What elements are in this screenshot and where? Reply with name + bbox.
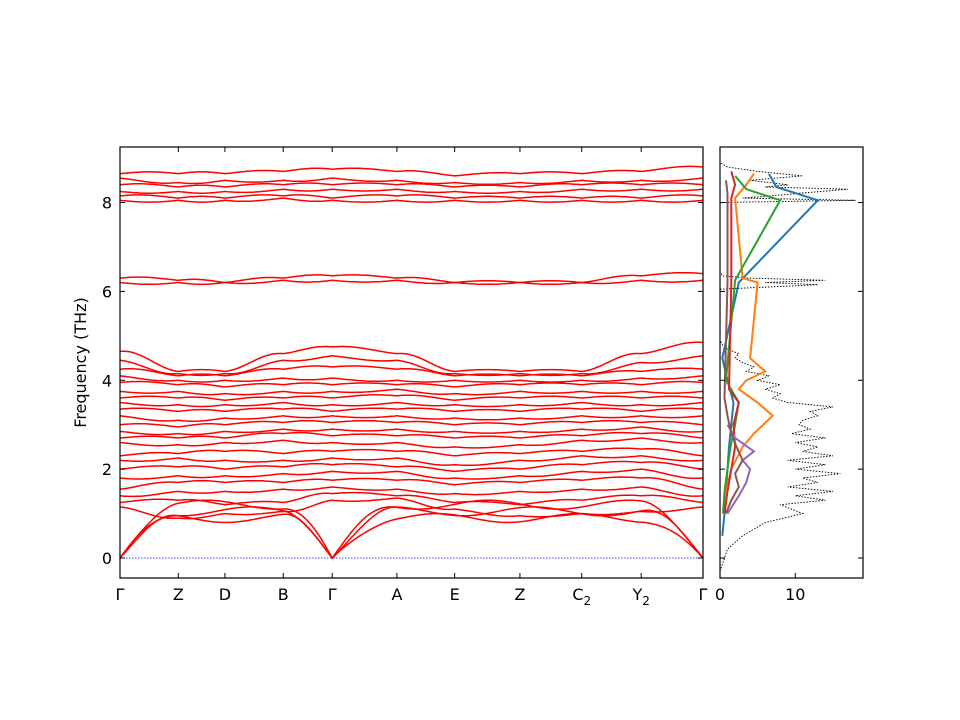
band-plot-ticks: 0 2 4 6 8 Γ Z D B Γ A E Z C2 Y2 Γ <box>102 147 708 608</box>
path-label: B <box>278 585 289 604</box>
path-label: Z <box>514 585 525 604</box>
band-line <box>119 407 704 413</box>
band-line <box>119 437 704 449</box>
band-line <box>119 380 704 388</box>
band-line <box>119 460 704 473</box>
band-line <box>119 419 704 428</box>
acoustic-branch <box>119 512 704 560</box>
band-line <box>119 497 704 520</box>
dos-x-tick-label: 10 <box>785 585 805 604</box>
band-line <box>119 401 704 408</box>
dos-plot-frame <box>719 146 864 579</box>
band-line <box>119 415 704 422</box>
projected-dos-line <box>723 180 744 514</box>
band-line <box>119 491 704 506</box>
band-line <box>119 194 704 199</box>
projected-dos-line <box>722 173 775 514</box>
dos-x-tick-label: 0 <box>715 585 725 604</box>
band-line <box>119 341 704 373</box>
band-line <box>119 426 704 436</box>
acoustic-branch <box>119 499 704 560</box>
band-line <box>119 271 704 284</box>
density-of-states-plot: 0 10 <box>715 146 864 604</box>
path-label: Z <box>173 585 184 604</box>
y-tick-label: 8 <box>102 194 112 213</box>
band-line <box>119 447 704 457</box>
band-line <box>119 165 704 177</box>
projected-dos-line <box>726 424 756 515</box>
band-line <box>119 197 704 203</box>
path-label: Γ <box>699 585 708 604</box>
dos-lines <box>719 162 856 572</box>
band-line <box>119 375 704 383</box>
band-line <box>119 177 704 186</box>
total-dos-line <box>719 162 856 572</box>
band-line <box>119 182 704 188</box>
path-label: A <box>391 585 402 604</box>
band-structure-plot: 0 2 4 6 8 Γ Z D B Γ A E Z C2 Y2 Γ Frequency (THz) <box>71 146 708 608</box>
path-label: C2 <box>572 585 591 608</box>
band-line <box>119 486 704 498</box>
band-line <box>119 394 704 402</box>
band-line <box>119 188 704 194</box>
band-line <box>119 365 704 377</box>
y-tick-label: 2 <box>102 460 112 479</box>
band-line <box>119 476 704 490</box>
band-line <box>119 455 704 467</box>
path-label: Γ <box>116 585 125 604</box>
path-label: E <box>450 585 460 604</box>
path-label: Y2 <box>631 585 649 608</box>
band-line <box>119 355 704 377</box>
band-plot-frame <box>119 146 704 579</box>
band-line <box>119 431 704 439</box>
band-line <box>119 468 704 480</box>
band-line <box>119 279 704 286</box>
path-label: D <box>219 585 231 604</box>
y-tick-label: 0 <box>102 549 112 568</box>
path-label: Γ <box>328 585 337 604</box>
dos-plot-ticks: 0 10 <box>715 202 863 604</box>
band-line <box>119 388 704 396</box>
band-lines <box>119 165 704 560</box>
y-tick-label: 6 <box>102 282 112 301</box>
projected-dos-line <box>723 171 740 514</box>
y-axis-label: Frequency (THz) <box>71 297 90 427</box>
y-tick-label: 4 <box>102 371 112 390</box>
